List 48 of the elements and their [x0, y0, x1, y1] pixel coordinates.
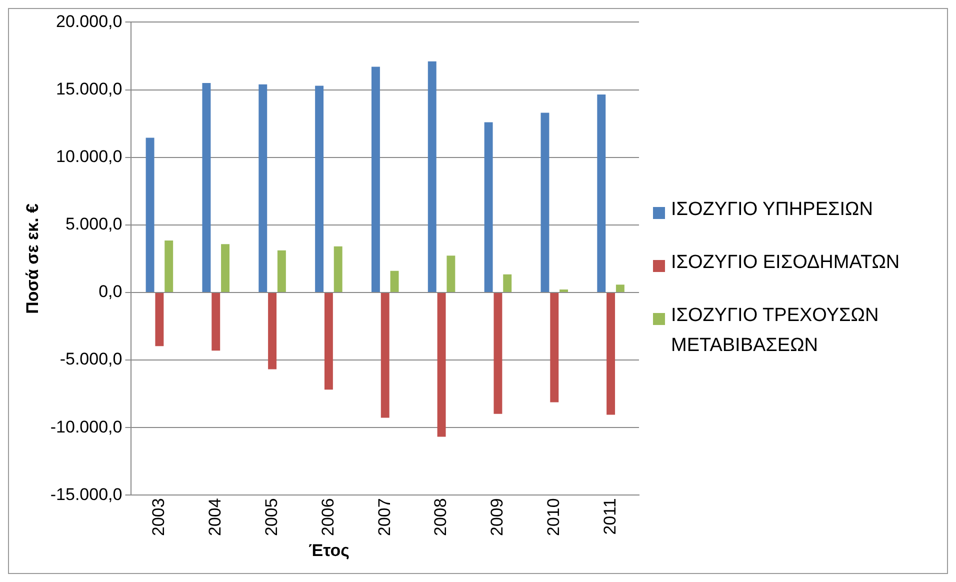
bar [503, 274, 512, 292]
bar [390, 270, 399, 292]
bar [606, 292, 616, 415]
bar [324, 292, 333, 390]
bar [155, 292, 164, 346]
bar [212, 292, 220, 351]
bar [616, 284, 624, 292]
bar [315, 86, 324, 292]
bar [428, 61, 436, 292]
legend-label: ΙΣΟΖΥΓΙΟ ΕΙΣΟΔΗΜΑΤΩΝ [671, 250, 900, 274]
y-axis-title: Ποσά σε εκ. € [22, 202, 42, 314]
bar [484, 122, 493, 292]
y-tick-label: -10.000,0 [50, 417, 122, 436]
bar [277, 250, 286, 292]
bar [380, 292, 390, 418]
bar [334, 246, 342, 292]
bar [540, 112, 550, 292]
bar [164, 240, 174, 292]
legend-label: ΙΣΟΖΥΓΙΟ ΤΡΕΧΟΥΣΩΝ ΜΕΤΑΒΙΒΑΣΕΩΝ [671, 304, 880, 358]
bar [202, 83, 211, 292]
bar [268, 292, 277, 370]
bar [494, 292, 502, 414]
bar [221, 244, 230, 292]
x-tick-label: 2003 [149, 498, 168, 536]
x-tick-label: 2011 [600, 498, 620, 535]
bar [446, 256, 456, 292]
y-tick-label: 10.000,0 [56, 147, 122, 166]
y-tick-label: 20.000,0 [56, 12, 122, 31]
bar [550, 292, 559, 402]
y-tick-label: 5.000,0 [66, 214, 122, 234]
x-tick-label: 2010 [544, 498, 564, 536]
x-tick-label: 2004 [206, 498, 225, 536]
y-tick-label: 0,0 [98, 282, 122, 302]
x-axis-title: Έτος [308, 541, 350, 561]
bar [597, 94, 606, 292]
y-tick-label: 15.000,0 [56, 79, 122, 98]
bar [437, 292, 446, 437]
legend-label: ΙΣΟΖΥΓΙΟ ΥΠΗΡΕΣΙΩΝ [671, 198, 873, 222]
x-tick-label: 2008 [431, 498, 450, 536]
y-tick-label: -5.000,0 [60, 350, 122, 369]
y-tick-label: -15.000,0 [50, 484, 122, 504]
x-tick-label: 2005 [262, 498, 281, 536]
bar [258, 84, 268, 292]
x-tick-label: 2007 [374, 498, 394, 536]
x-tick-label: 2006 [318, 498, 338, 536]
x-tick-label: 2009 [488, 498, 507, 536]
bar [371, 66, 380, 292]
bar [146, 138, 154, 292]
